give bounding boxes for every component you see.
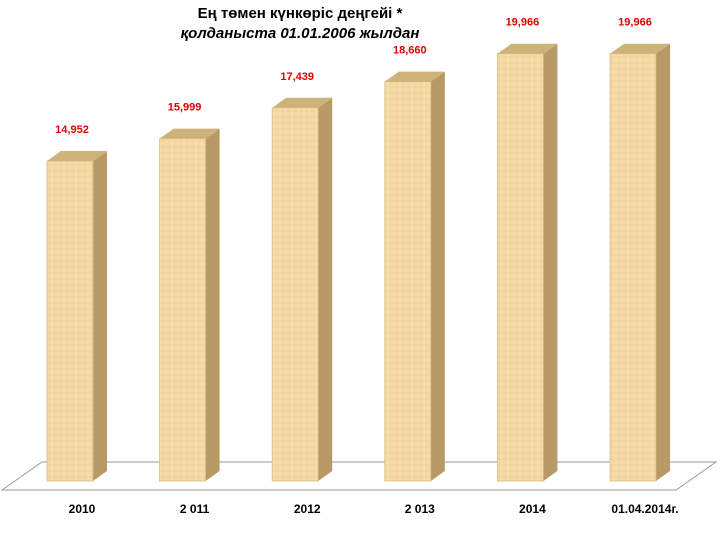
bar-front: [384, 81, 432, 482]
data-label: 17,439: [280, 71, 314, 83]
x-tick-label: 2014: [519, 502, 546, 516]
bar-5: [496, 43, 558, 482]
bar-side: [205, 128, 220, 481]
bar-side: [543, 43, 558, 481]
bar-top: [47, 151, 107, 162]
bar-side: [430, 71, 445, 482]
bar-front: [159, 138, 207, 482]
chart-floor: [0, 461, 718, 491]
data-label: 18,660: [393, 45, 427, 57]
x-tick-label: 2012: [294, 502, 321, 516]
bar-side: [656, 43, 670, 481]
bar-4: [384, 71, 445, 482]
chart-title-main: Ең төмен күнкөріс деңгейі *: [197, 5, 403, 22]
bar-top: [272, 97, 333, 108]
x-tick-label: 2 011: [180, 502, 210, 516]
bar-front: [46, 160, 94, 482]
data-label: 14,952: [55, 124, 89, 136]
x-tick-label: 01.04.2014г.: [611, 502, 678, 516]
x-tick-label: 2010: [69, 502, 96, 516]
bar-front: [496, 53, 544, 482]
bar-top: [159, 128, 220, 139]
x-tick-label: 2 013: [405, 502, 435, 516]
data-label: 19,966: [618, 17, 652, 29]
bar-front: [609, 53, 657, 482]
bar-top: [497, 43, 558, 54]
bar-1: [46, 151, 107, 482]
chart-subtitle: қолданыста 01.01.2006 жылдан: [180, 25, 420, 42]
bar-top: [384, 71, 445, 82]
bar-6: [609, 43, 670, 482]
data-label: 19,966: [506, 17, 540, 29]
bar-side: [93, 151, 107, 481]
bar-side: [318, 97, 333, 482]
chart-title: Ең төмен күнкөріс деңгейі * қолданыста 0…: [0, 4, 600, 44]
bar-top: [610, 43, 670, 54]
bar-3: [271, 97, 333, 482]
bar-front: [271, 107, 319, 482]
bar-2: [159, 128, 220, 482]
data-label: 15,999: [168, 102, 202, 114]
